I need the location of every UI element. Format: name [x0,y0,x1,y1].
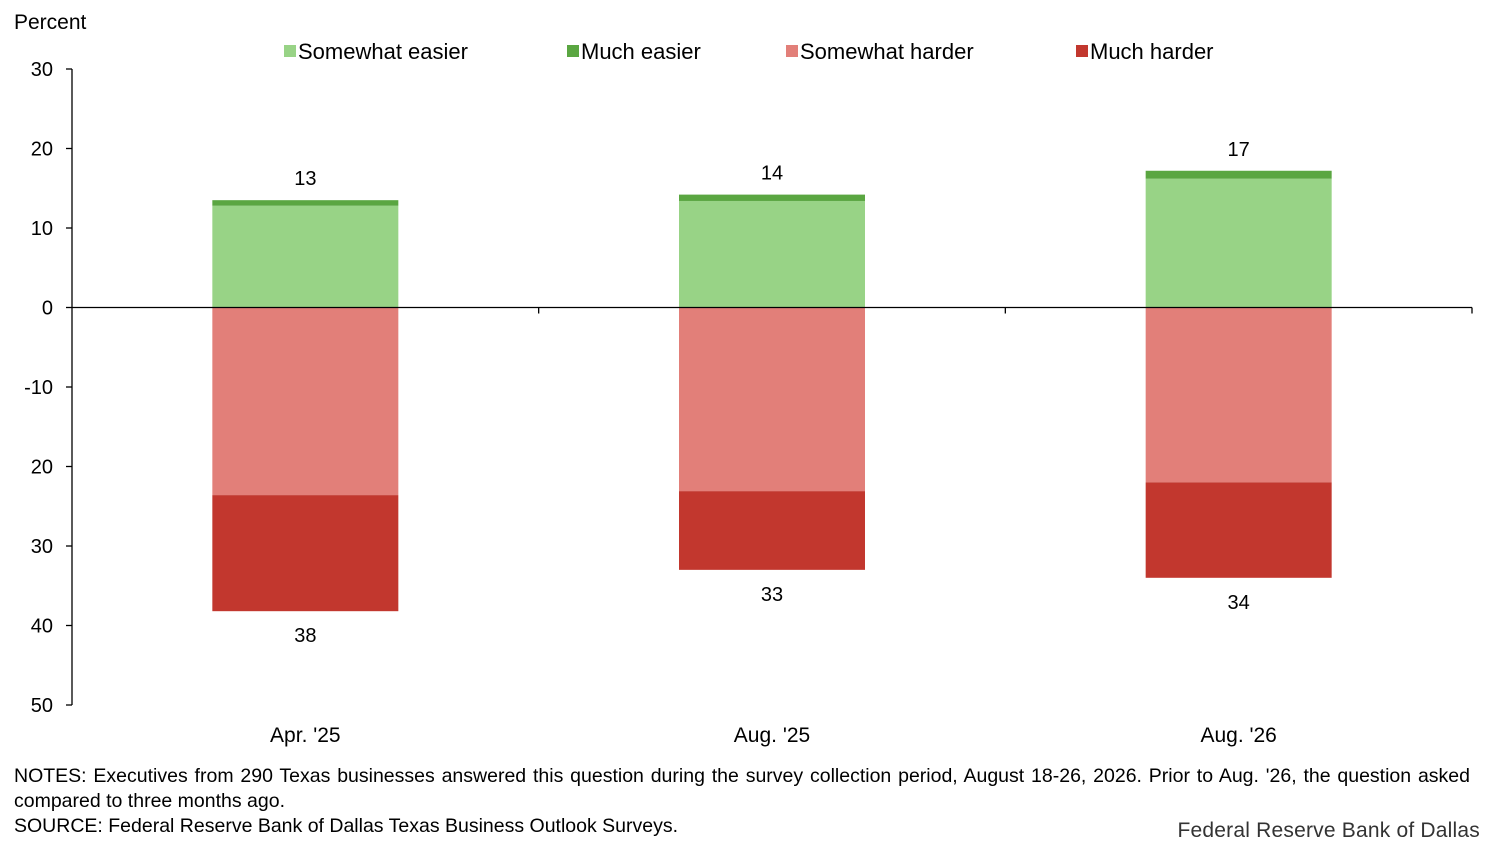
bar-segment [1145,170,1332,179]
y-tick-label: 30 [31,536,53,558]
y-tick-label: -10 [24,377,53,399]
axes: 30 20 10 0 -10 20 30 40 50 [24,59,1473,717]
bar-segment [679,194,865,201]
legend-label: Much easier [581,39,701,64]
positive-total-label: 17 [1228,139,1250,161]
bar-segment [679,491,865,570]
bar-segment [679,200,865,308]
negative-total-label: 34 [1228,592,1250,614]
bar-segment [212,307,399,496]
y-axis-label: Percent [14,11,87,34]
y-tick-label: 30 [31,59,53,81]
legend-swatch [567,45,579,57]
bar-segment [1145,307,1332,483]
legend-label: Somewhat harder [800,39,974,64]
legend-swatch [284,45,296,57]
bar-segment [212,200,399,206]
bar-segment [212,205,399,308]
notes-text: NOTES: Executives from 290 Texas busines… [14,765,1470,812]
bars [212,170,1332,612]
bar-segment [1145,482,1332,578]
y-tick-label: 20 [31,139,53,161]
y-tick-label: 40 [31,616,53,638]
x-tick-label: Aug. '26 [1200,724,1276,747]
legend: Somewhat easier Much easier Somewhat harde… [284,39,1214,64]
bar-segment [212,495,399,612]
y-tick-label: 50 [31,695,53,717]
positive-total-label: 13 [294,168,316,190]
credit-text: Federal Reserve Bank of Dallas [1177,819,1480,842]
bar-segment [1145,178,1332,308]
bar-segment [679,307,865,492]
legend-label: Somewhat easier [298,39,468,64]
negative-total-label: 33 [761,584,783,606]
x-tick-label: Apr. '25 [270,724,341,747]
positive-total-label: 14 [761,163,783,185]
legend-label: Much harder [1090,39,1214,64]
source-text: SOURCE: Federal Reserve Bank of Dallas T… [14,815,678,837]
data-labels: 13 38 Apr. '25 14 33 Aug. '25 17 34 Aug. '26 [270,139,1277,747]
negative-total-label: 38 [294,625,316,647]
y-tick-label: 10 [31,218,53,240]
y-tick-label: 0 [42,298,53,320]
y-tick-label: 20 [31,457,53,479]
legend-swatch [1076,45,1088,57]
legend-swatch [786,45,798,57]
x-tick-label: Aug. '25 [734,724,810,747]
